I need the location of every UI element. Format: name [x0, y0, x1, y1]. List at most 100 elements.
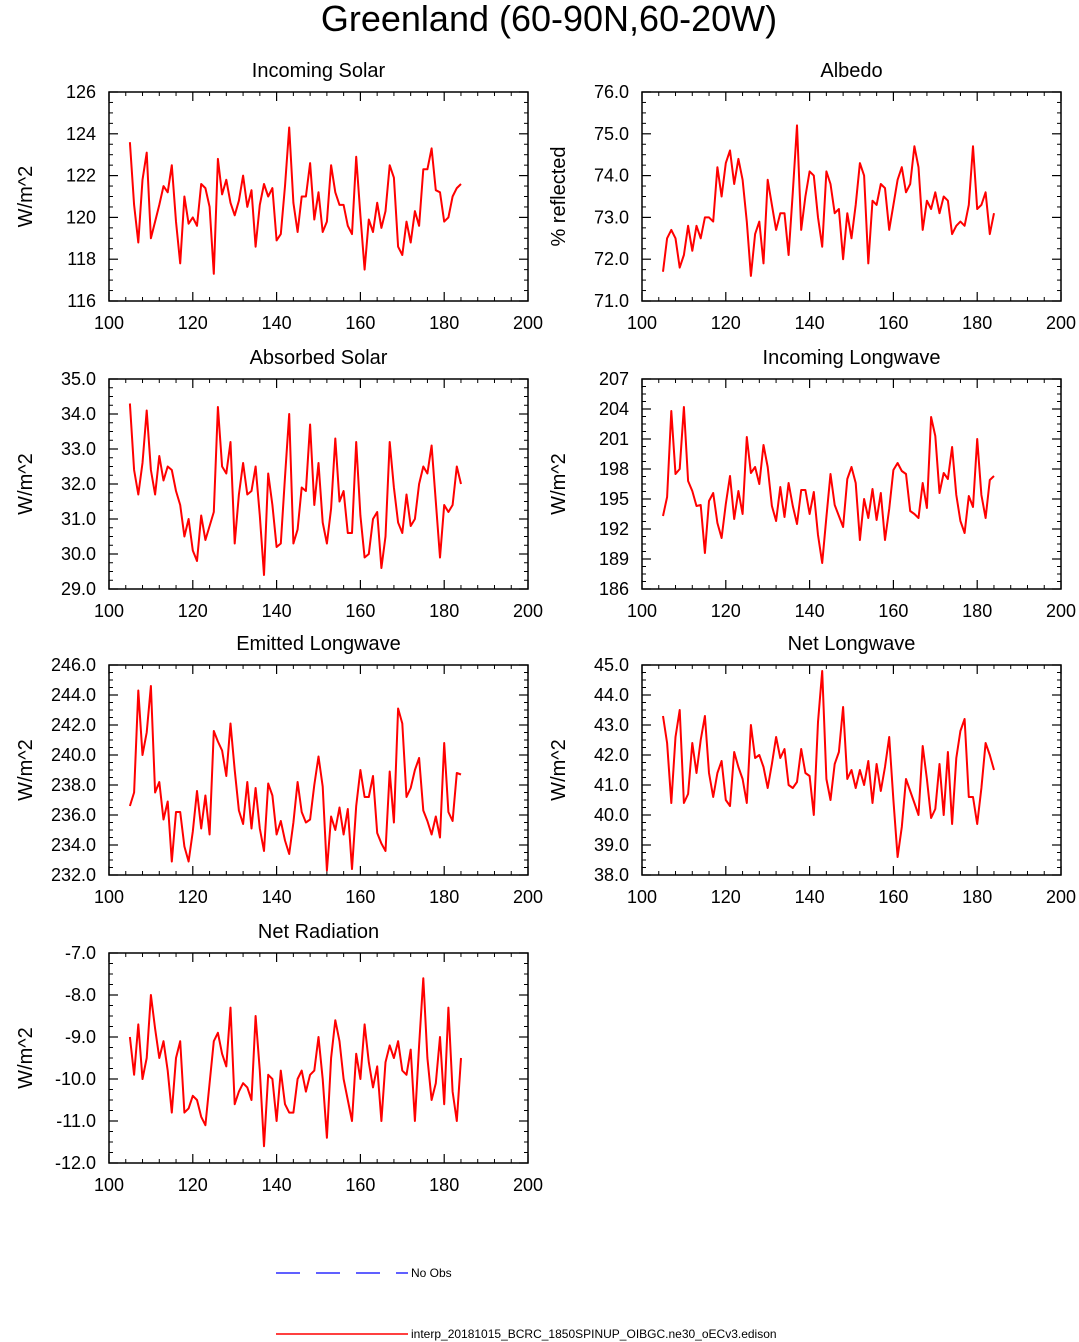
y-tick-label: 118 [67, 249, 96, 269]
series-line-incoming-longwave [662, 406, 995, 564]
y-tick-label: 120 [66, 207, 96, 227]
panel-incoming-solar: 116 118 120 122 124 126 100 120 140 160 180 200 Inco… [15, 60, 543, 333]
plot-frame [108, 378, 529, 590]
y-tick-label: 189 [599, 549, 629, 569]
x-tick-label: 180 [429, 1175, 459, 1195]
y-tick-label: 35.0 [61, 369, 96, 389]
y-tick-label: 242.0 [51, 715, 96, 735]
x-tick-label: 200 [513, 1175, 543, 1195]
x-tick-label: 100 [94, 887, 124, 907]
y-tick-label: 75.0 [594, 124, 629, 144]
y-tick-label: 124 [66, 124, 96, 144]
panel-title-albedo: Albedo [820, 60, 882, 82]
x-tick-label: 160 [345, 887, 375, 907]
y-tick-label: 195 [599, 489, 629, 509]
y-tick-label: 40.0 [594, 805, 629, 825]
y-tick-label: 38.0 [594, 865, 629, 885]
x-tick-label: 120 [178, 313, 208, 333]
y-axis-label: W/m^2 [15, 739, 37, 801]
y-tick-label: 45.0 [594, 655, 629, 675]
x-tick-label: 100 [627, 601, 657, 621]
x-tick-label: 120 [178, 601, 208, 621]
x-tick-label: 120 [178, 887, 208, 907]
x-tick-label: 200 [1046, 887, 1076, 907]
y-tick-label: 42.0 [594, 745, 629, 765]
y-tick-label: 41.0 [594, 775, 629, 795]
plot-frame [641, 378, 1062, 590]
y-tick-label: -9.0 [65, 1027, 96, 1047]
x-tick-label: 120 [711, 887, 741, 907]
y-tick-label: 207 [599, 369, 629, 389]
y-tick-label: 232.0 [51, 865, 96, 885]
x-tick-label: 140 [795, 313, 825, 333]
y-tick-label: -8.0 [65, 985, 96, 1005]
panel-net-longwave: 38.0 39.0 40.0 41.0 42.0 43.0 44.0 45.0 100 120 14… [548, 633, 1076, 907]
x-tick-label: 140 [262, 601, 292, 621]
x-tick-label: 180 [962, 313, 992, 333]
series-line-absorbed-solar [128, 403, 462, 576]
y-axis-label: W/m^2 [15, 166, 37, 228]
x-tick-label: 160 [878, 887, 908, 907]
y-axis-label: % reflected [548, 146, 570, 246]
y-tick-label: 73.0 [594, 207, 629, 227]
y-tick-label: 192 [599, 519, 629, 539]
y-tick-label: 31.0 [61, 509, 96, 529]
x-tick-label: 120 [178, 1175, 208, 1195]
y-tick-label: 76.0 [594, 82, 629, 102]
y-axis-label: W/m^2 [15, 453, 37, 515]
series-line-net-radiation [128, 977, 462, 1148]
series-line-net-longwave [662, 670, 995, 858]
x-tick-label: 200 [1046, 313, 1076, 333]
y-tick-label: 122 [66, 166, 96, 186]
x-tick-label: 140 [262, 313, 292, 333]
x-tick-label: 100 [94, 1175, 124, 1195]
figure-title: Greenland (60-90N,60-20W) [321, 0, 777, 39]
x-tick-label: 160 [878, 313, 908, 333]
x-tick-label: 140 [795, 887, 825, 907]
y-tick-label: 126 [66, 82, 96, 102]
x-tick-label: 200 [513, 313, 543, 333]
x-tick-label: 180 [429, 601, 459, 621]
y-tick-label: 29.0 [61, 579, 96, 599]
panel-title-absorbed-solar: Absorbed Solar [250, 347, 388, 369]
x-tick-label: 160 [878, 601, 908, 621]
y-tick-label: 74.0 [594, 166, 629, 186]
panel-incoming-longwave: 186 189 192 195 198 201 204 207 100 120 140 160 180 2… [548, 347, 1076, 621]
y-tick-label: 234.0 [51, 835, 96, 855]
panel-title-incoming-longwave: Incoming Longwave [763, 347, 941, 369]
y-tick-label: 186 [599, 579, 629, 599]
y-tick-label: 44.0 [594, 685, 629, 705]
plot-frame [108, 664, 529, 876]
x-tick-label: 120 [711, 601, 741, 621]
panels: 116 118 120 122 124 126 100 120 140 160 180 200 Inco… [15, 60, 1076, 1195]
y-tick-label: 246.0 [51, 655, 96, 675]
y-tick-label: -7.0 [65, 943, 96, 963]
y-tick-label: 43.0 [594, 715, 629, 735]
y-tick-label: 34.0 [61, 404, 96, 424]
plot-frame [641, 91, 1062, 302]
y-tick-label: 32.0 [61, 474, 96, 494]
y-tick-label: -10.0 [55, 1069, 96, 1089]
y-tick-label: 72.0 [594, 249, 629, 269]
panel-title-net-longwave: Net Longwave [788, 633, 916, 655]
panel-albedo: 71.0 72.0 73.0 74.0 75.0 76.0 100 120 140 160 180 2… [548, 60, 1076, 333]
x-tick-label: 160 [345, 313, 375, 333]
x-tick-label: 120 [711, 313, 741, 333]
x-tick-label: 140 [262, 887, 292, 907]
plot-frame [108, 952, 529, 1164]
x-tick-label: 180 [429, 313, 459, 333]
series-line-albedo [662, 124, 995, 277]
x-tick-label: 140 [795, 601, 825, 621]
panel-title-net-radiation: Net Radiation [258, 921, 379, 943]
x-tick-label: 100 [627, 313, 657, 333]
x-tick-label: 180 [962, 601, 992, 621]
y-tick-label: 240.0 [51, 745, 96, 765]
y-tick-label: 204 [599, 399, 629, 419]
y-axis-label: W/m^2 [548, 739, 570, 801]
y-tick-label: 198 [599, 459, 629, 479]
legend-obs-label: No Obs [411, 1266, 452, 1280]
x-tick-label: 180 [429, 887, 459, 907]
y-axis-label: W/m^2 [15, 1027, 37, 1089]
x-tick-label: 160 [345, 1175, 375, 1195]
panel-title-emitted-longwave: Emitted Longwave [236, 633, 401, 655]
